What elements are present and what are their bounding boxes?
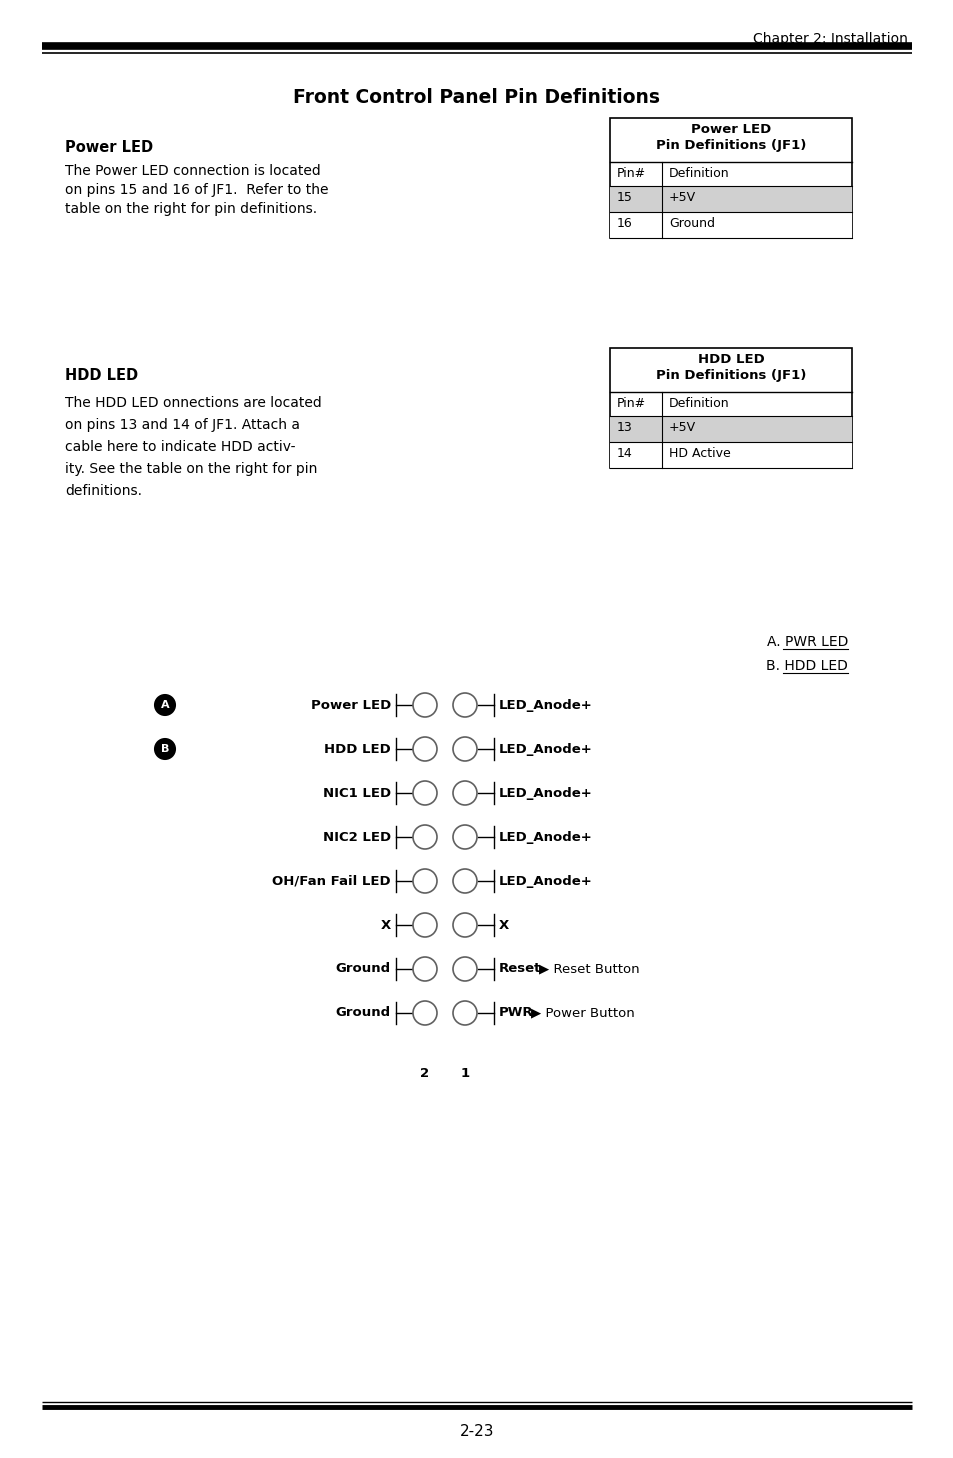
Text: 15: 15 [617,191,632,204]
Text: Ground: Ground [668,217,714,230]
Text: X: X [380,919,391,932]
Text: Pin Definitions (JF1): Pin Definitions (JF1) [655,369,805,382]
Text: definitions.: definitions. [65,484,142,499]
Circle shape [453,781,476,805]
Text: Definition: Definition [668,397,729,410]
Text: NIC2 LED: NIC2 LED [322,831,391,844]
Circle shape [413,869,436,892]
Circle shape [453,869,476,892]
Circle shape [413,913,436,937]
Circle shape [413,781,436,805]
Text: HD Active: HD Active [668,448,730,461]
Bar [609,442,851,468]
Circle shape [413,825,436,849]
Text: LED_Anode+: LED_Anode+ [498,742,592,755]
Circle shape [453,693,476,717]
Text: Power LED: Power LED [65,140,153,155]
Text: B: B [161,744,169,754]
Text: Chapter 2: Installation: Chapter 2: Installation [752,32,907,47]
Text: LED_Anode+: LED_Anode+ [498,875,592,888]
Text: B. HDD LED: B. HDD LED [765,659,847,674]
Text: 1: 1 [460,1067,469,1080]
Text: Ground: Ground [335,1006,391,1019]
Text: A: A [160,700,169,710]
Bar [609,187,851,211]
Text: cable here to indicate HDD activ-: cable here to indicate HDD activ- [65,440,295,453]
Text: The Power LED connection is located: The Power LED connection is located [65,163,320,178]
Text: +5V: +5V [668,421,696,434]
Text: table on the right for pin definitions.: table on the right for pin definitions. [65,203,316,216]
Text: +5V: +5V [668,191,696,204]
Circle shape [154,695,174,714]
Circle shape [413,1002,436,1025]
Circle shape [413,736,436,761]
Text: Power LED: Power LED [311,698,391,712]
Text: Pin#: Pin# [617,397,645,410]
Bar [609,348,851,468]
Bar [609,416,851,442]
Text: HDD LED: HDD LED [65,367,138,383]
Text: on pins 13 and 14 of JF1. Attach a: on pins 13 and 14 of JF1. Attach a [65,418,299,432]
Text: Pin#: Pin# [617,168,645,179]
Text: 2: 2 [420,1067,429,1080]
Text: LED_Anode+: LED_Anode+ [498,786,592,799]
Text: Ground: Ground [335,962,391,975]
Circle shape [453,825,476,849]
Text: Front Control Panel Pin Definitions: Front Control Panel Pin Definitions [294,87,659,106]
Text: NIC1 LED: NIC1 LED [322,786,391,799]
Circle shape [413,693,436,717]
Bar [609,118,851,238]
Text: PWR: PWR [498,1006,533,1019]
Circle shape [453,1002,476,1025]
Text: 2-23: 2-23 [459,1424,494,1439]
Text: 13: 13 [617,421,632,434]
Circle shape [154,739,174,760]
Bar [609,211,851,238]
Text: ▶ Reset Button: ▶ Reset Button [538,962,639,975]
Text: HDD LED: HDD LED [324,742,391,755]
Text: Definition: Definition [668,168,729,179]
Circle shape [453,956,476,981]
Text: ity. See the table on the right for pin: ity. See the table on the right for pin [65,462,317,475]
Text: on pins 15 and 16 of JF1.  Refer to the: on pins 15 and 16 of JF1. Refer to the [65,184,328,197]
Text: LED_Anode+: LED_Anode+ [498,831,592,844]
Text: 14: 14 [617,448,632,461]
Circle shape [453,913,476,937]
Circle shape [453,736,476,761]
Text: OH/Fan Fail LED: OH/Fan Fail LED [273,875,391,888]
Text: Pin Definitions (JF1): Pin Definitions (JF1) [655,139,805,152]
Text: LED_Anode+: LED_Anode+ [498,698,592,712]
Circle shape [413,956,436,981]
Text: X: X [498,919,509,932]
Text: ▶ Power Button: ▶ Power Button [531,1006,634,1019]
Text: Power LED: Power LED [690,122,770,136]
Text: HDD LED: HDD LED [697,353,763,366]
Text: 16: 16 [617,217,632,230]
Text: The HDD LED onnections are located: The HDD LED onnections are located [65,397,321,410]
Text: A. PWR LED: A. PWR LED [766,636,847,649]
Text: Reset: Reset [498,962,540,975]
